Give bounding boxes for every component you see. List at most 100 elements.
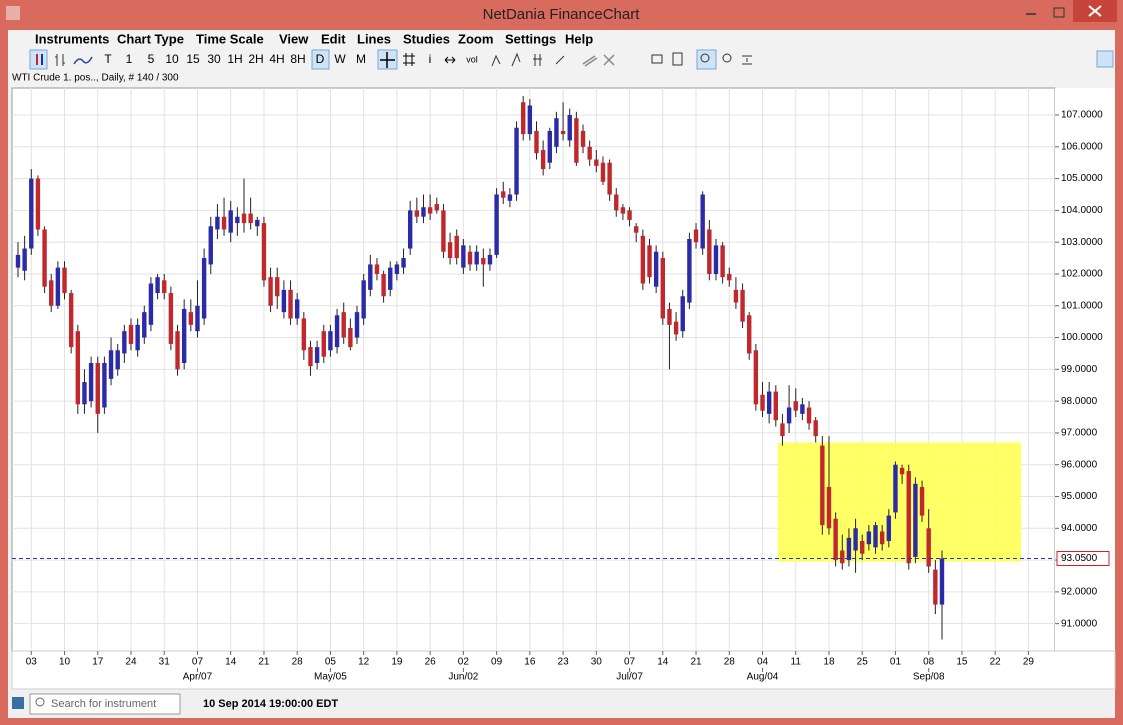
month-tick-label: Apr/07	[183, 672, 213, 683]
candle-body	[268, 277, 273, 306]
menu-item[interactable]: Edit	[321, 31, 346, 46]
x-tick-label: 21	[258, 657, 270, 668]
candle-body	[434, 204, 439, 211]
candle-body	[481, 258, 486, 265]
x-tick-label: 07	[192, 657, 204, 668]
candle-body	[620, 207, 626, 214]
grid-icon[interactable]	[403, 53, 415, 66]
y-tick-label: 95.0000	[1061, 491, 1098, 502]
preview-icon[interactable]	[672, 52, 683, 66]
candle-body	[35, 178, 41, 230]
x-tick-label: 31	[159, 657, 171, 668]
status-time: 10 Sep 2014 19:00:00 EDT	[203, 698, 338, 710]
timescale-button[interactable]: 1H	[227, 52, 242, 66]
candle-body	[720, 245, 725, 278]
search-box[interactable]	[29, 693, 181, 715]
crosshair-icon	[380, 52, 395, 68]
arrow-icon[interactable]	[444, 56, 456, 64]
timescale-button[interactable]: W	[334, 52, 346, 66]
timescale-button[interactable]: 30	[207, 52, 221, 66]
candle-body	[388, 267, 393, 290]
y-tick-label: 94.0000	[1061, 523, 1098, 534]
candle-body	[614, 194, 619, 211]
menu-item[interactable]: Chart Type	[117, 31, 184, 46]
close-icon	[1088, 5, 1102, 17]
tool-button[interactable]: i	[429, 52, 432, 66]
candle-button[interactable]	[29, 49, 48, 70]
selected-scale[interactable]	[311, 49, 330, 70]
timescale-button[interactable]: 15	[186, 52, 200, 66]
candle-body	[554, 118, 559, 147]
candle-body	[567, 115, 572, 141]
menu-item[interactable]: Studies	[403, 31, 450, 46]
candle-body	[520, 102, 526, 135]
line-tools[interactable]	[491, 52, 565, 67]
y-tick-label: 100.0000	[1061, 332, 1103, 343]
menu-item[interactable]: Zoom	[458, 31, 493, 46]
x-tick-label: 15	[956, 657, 968, 668]
candle-body	[168, 293, 174, 344]
candle-body	[840, 550, 845, 564]
maximize-button[interactable]	[1053, 7, 1065, 18]
candle-body	[687, 239, 692, 303]
x-tick-label: 14	[657, 657, 669, 668]
candle-body	[494, 194, 499, 255]
candle-body	[467, 251, 473, 265]
zoom-out-icon[interactable]	[722, 53, 732, 63]
menu-item[interactable]: View	[279, 31, 309, 46]
candle-body	[820, 445, 825, 526]
x-tick-label: 09	[491, 657, 503, 668]
timescale-button[interactable]: M	[356, 52, 366, 66]
x-tick-label: 25	[857, 657, 869, 668]
menu-item[interactable]: Instruments	[35, 31, 109, 46]
timescale-button[interactable]: 1	[126, 52, 133, 66]
window-title: NetDania FinanceChart	[483, 6, 641, 23]
timescale-button[interactable]: T	[104, 52, 112, 66]
timescale-button[interactable]: 4H	[269, 52, 284, 66]
candle-body	[667, 308, 672, 325]
print-icon[interactable]	[651, 54, 663, 64]
y-tick-label: 105.0000	[1061, 173, 1103, 184]
fit-icon[interactable]	[742, 55, 752, 65]
timescale-button[interactable]: D	[316, 52, 325, 66]
menu-item[interactable]: Lines	[357, 31, 391, 46]
candle-body	[328, 331, 333, 351]
y-tick-label: 106.0000	[1061, 141, 1103, 152]
candle-body	[108, 350, 114, 379]
timescale-button[interactable]: 5	[148, 52, 155, 66]
candle-body	[348, 328, 353, 348]
x-tick-label: 05	[325, 657, 337, 668]
candle-body	[826, 486, 832, 529]
x-tick-label: 10	[59, 657, 71, 668]
menu-item[interactable]: Time Scale	[196, 31, 264, 46]
candle-body	[786, 407, 792, 424]
timescale-button[interactable]: 2H	[248, 52, 263, 66]
timescale-button[interactable]: 10	[165, 52, 179, 66]
candle-body	[899, 467, 905, 475]
candle-body	[354, 312, 360, 338]
menu-item[interactable]: Settings	[505, 31, 556, 46]
candle-body	[374, 264, 380, 274]
candle-body	[793, 401, 798, 411]
timescale-button[interactable]: 8H	[290, 52, 305, 66]
zoom-button[interactable]	[696, 49, 717, 70]
candle-body	[660, 258, 665, 319]
candle-body	[255, 219, 260, 227]
candle-body	[308, 347, 313, 367]
candle-body	[813, 420, 818, 437]
candle-body	[281, 289, 287, 313]
menu-item[interactable]: Help	[565, 31, 593, 46]
bar-icon[interactable]	[55, 54, 65, 66]
tool-button[interactable]: vol	[466, 54, 478, 64]
candle-body	[427, 207, 433, 214]
candle-body	[693, 229, 699, 243]
line-icon[interactable]	[73, 56, 93, 65]
delete-tools[interactable]	[582, 54, 615, 67]
candle-body	[700, 194, 705, 249]
candle-body	[600, 162, 606, 182]
x-tick-label: 28	[724, 657, 736, 668]
x-tick-label: 11	[791, 657, 802, 668]
pin-button[interactable]	[1096, 50, 1114, 68]
candle-body	[653, 251, 659, 287]
